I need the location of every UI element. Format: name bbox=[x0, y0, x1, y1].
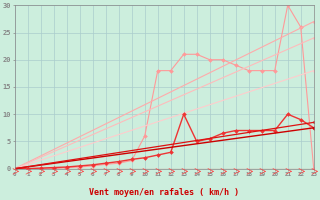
X-axis label: Vent moyen/en rafales ( km/h ): Vent moyen/en rafales ( km/h ) bbox=[89, 188, 239, 197]
